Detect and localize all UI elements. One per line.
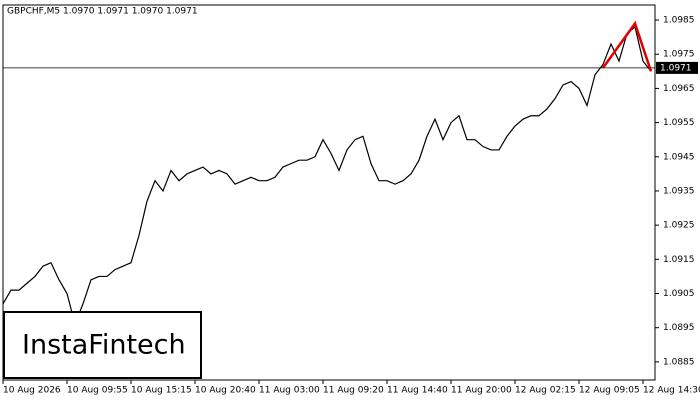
chart-title: GBPCHF,M5 1.0970 1.0971 1.0970 1.0971	[7, 7, 198, 17]
y-tick-label: 1.0955	[663, 118, 695, 128]
y-tick-label: 1.0945	[663, 152, 695, 162]
x-tick-label: 10 Aug 2026	[3, 386, 61, 396]
y-tick-label: 1.0965	[663, 84, 695, 94]
y-tick-label: 1.0985	[663, 16, 695, 26]
plot-frame	[2, 4, 656, 381]
x-tick-label: 10 Aug 09:55	[67, 386, 128, 396]
current-price-box	[656, 61, 698, 74]
y-tick-label: 1.0895	[663, 323, 695, 333]
logo-box	[3, 311, 202, 379]
x-tick-label: 10 Aug 15:15	[131, 386, 192, 396]
logo: InstaFintech	[22, 330, 186, 361]
pattern-line	[601, 20, 653, 72]
current-price-label: 1.0971	[660, 63, 692, 73]
y-tick-label: 1.0915	[663, 255, 695, 265]
y-tick-label: 1.0935	[663, 186, 695, 196]
x-tick-label: 12 Aug 09:05	[579, 386, 640, 396]
y-tick-label: 1.0905	[663, 289, 695, 299]
y-tick-label: 1.0885	[663, 357, 695, 367]
y-tick-label: 1.0975	[663, 50, 695, 60]
x-tick-label: 11 Aug 14:40	[387, 386, 448, 396]
x-tick-label: 11 Aug 09:20	[323, 386, 384, 396]
x-tick-label: 12 Aug 14:30	[643, 386, 700, 396]
y-tick-label: 1.0925	[663, 221, 695, 231]
price-line	[2, 25, 652, 327]
x-tick-label: 10 Aug 20:40	[195, 386, 256, 396]
x-tick-label: 12 Aug 02:15	[515, 386, 576, 396]
x-tick-label: 11 Aug 03:00	[259, 386, 320, 396]
x-tick-label: 11 Aug 20:00	[451, 386, 512, 396]
